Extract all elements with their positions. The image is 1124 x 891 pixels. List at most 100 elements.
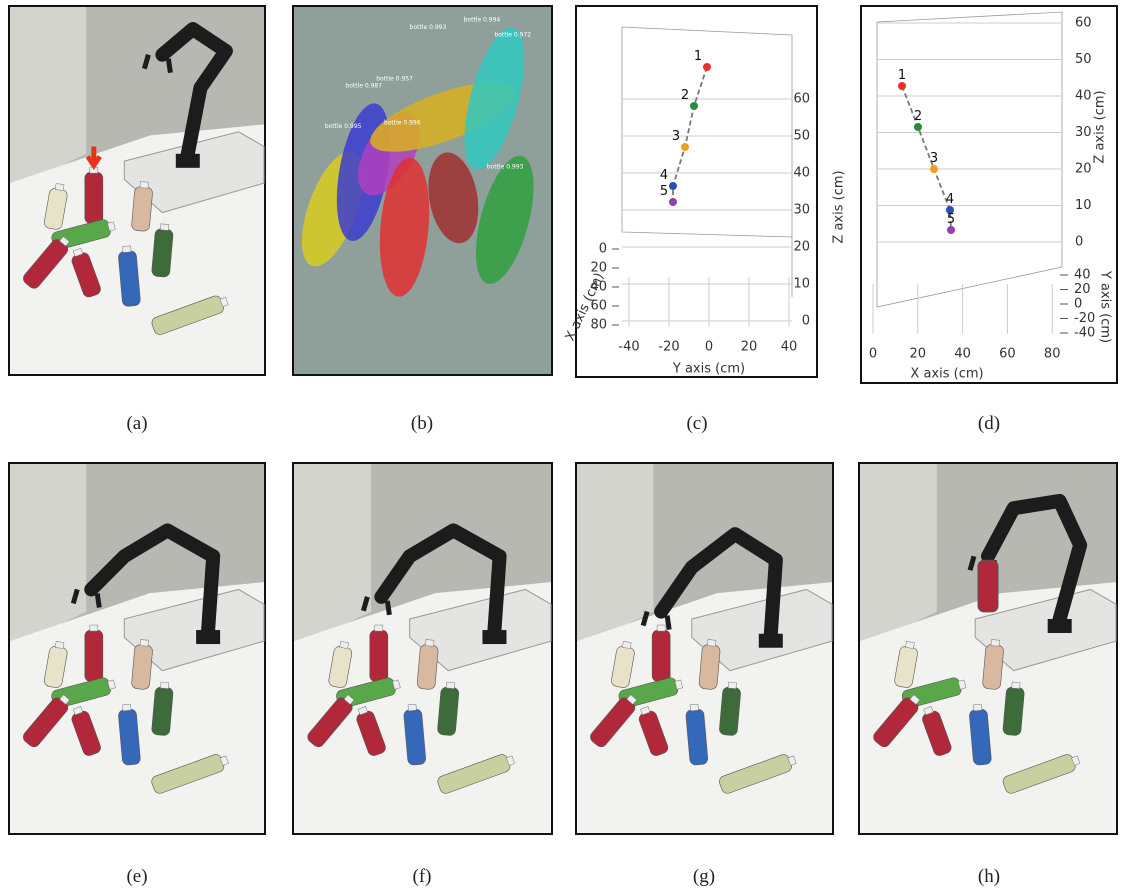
robot-foot — [482, 630, 506, 644]
bottle — [131, 186, 153, 231]
axis-label: X axis (cm) — [910, 367, 983, 382]
bottle — [699, 644, 721, 690]
bottle-cap — [55, 183, 64, 190]
bottle — [85, 630, 103, 682]
bottle-cap — [657, 625, 665, 631]
tick-label: 40 — [781, 340, 798, 355]
axes-box — [877, 12, 1062, 307]
bottle — [652, 630, 670, 682]
tick-label: 60 — [999, 347, 1016, 362]
bottle — [982, 644, 1004, 690]
segmentation-panel: bottle 0.995 bottle 0.987bottle 0.957 bott… — [292, 5, 553, 376]
mask-label: bottle 0.996 — [384, 119, 421, 126]
bottle-cap — [622, 641, 631, 648]
waypoint-label: 1 — [694, 49, 702, 64]
mask-label: bottle 0.993 — [410, 24, 447, 31]
bottle — [131, 644, 153, 690]
bottle — [417, 644, 439, 690]
bottle-cap — [160, 682, 168, 689]
plot-3d: -40-2002040Y axis (cm)0102030405060Z axi… — [577, 7, 816, 376]
photo-panel — [858, 462, 1118, 835]
tick-label: 0 — [1074, 297, 1082, 312]
tick-label: 10 — [793, 277, 810, 292]
tick-label: 0 — [802, 314, 810, 329]
photo-panel — [8, 5, 266, 376]
photo — [577, 464, 832, 833]
tick-label: 60 — [1075, 16, 1092, 31]
waypoint-label: 5 — [660, 184, 668, 199]
photo — [10, 464, 264, 833]
waypoint-label: 4 — [660, 168, 668, 183]
tick-label: 80 — [1044, 347, 1061, 362]
tick-label: -40 — [1074, 326, 1095, 341]
bottle-cap — [140, 640, 148, 647]
waypoint — [669, 198, 677, 206]
waypoint — [690, 102, 698, 110]
tick-label: 10 — [1075, 198, 1092, 213]
mask-label: bottle 0.995 — [325, 123, 362, 130]
bottle-cap — [707, 640, 715, 647]
robot-foot — [196, 630, 220, 644]
bottle — [1003, 687, 1025, 736]
bottle-cap — [55, 641, 64, 648]
trajectory — [902, 86, 951, 230]
plot-panel: 020406080X axis (cm)0102030405060Z axis … — [860, 5, 1118, 384]
waypoint — [669, 182, 677, 190]
bottle-cap — [446, 682, 454, 689]
robot-foot — [1048, 619, 1072, 633]
bottle — [151, 687, 173, 736]
photo — [294, 464, 551, 833]
tick-label: 20 — [1074, 282, 1091, 297]
bottle-cap — [375, 625, 383, 631]
waypoint-label: 3 — [930, 151, 938, 166]
photo-panel — [8, 462, 266, 835]
tick-label: 30 — [1075, 125, 1092, 140]
tick-label: 50 — [793, 129, 810, 144]
tick-label: 60 — [793, 92, 810, 107]
tick-label: 20 — [741, 340, 758, 355]
bottle-cap — [340, 641, 349, 648]
bottle-cap — [160, 224, 168, 231]
mask-label: bottle 0.957 — [376, 75, 413, 82]
bottle-cap — [973, 704, 981, 711]
bottle-cap — [140, 182, 148, 189]
tick-label: 20 — [910, 347, 927, 362]
caption: (g) — [664, 866, 744, 888]
tick-label: 40 — [1074, 268, 1091, 283]
waypoint — [930, 165, 938, 173]
waypoint-label: 2 — [681, 88, 689, 103]
caption: (d) — [949, 413, 1029, 435]
bottle-cap — [408, 704, 416, 711]
waypoint-label: 4 — [946, 192, 954, 207]
grasped-bottle — [978, 560, 998, 612]
tick-label: 20 — [793, 240, 810, 255]
photo-panel — [575, 462, 834, 835]
page: {"panels": [ {"label": "(a)"}, {"label":… — [0, 0, 1124, 891]
bottle-cap — [1012, 682, 1020, 689]
bottle-cap — [123, 704, 131, 711]
caption: (c) — [657, 413, 737, 435]
tick-label: 0 — [869, 347, 877, 362]
bottle — [437, 687, 459, 736]
caption: (b) — [382, 413, 462, 435]
tick-label: 40 — [954, 347, 971, 362]
bottle-cap — [425, 640, 433, 647]
waypoint — [703, 63, 711, 71]
caption: (a) — [97, 413, 177, 435]
bottle-cap — [905, 641, 914, 648]
waypoint-label: 2 — [914, 109, 922, 124]
axis-label: Y axis (cm) — [1098, 270, 1113, 343]
waypoint-label: 5 — [947, 212, 955, 227]
bottle — [370, 630, 388, 682]
mask-label: bottle 0.987 — [345, 83, 382, 90]
bottle-cap — [728, 682, 736, 689]
tick-label: -40 — [618, 340, 639, 355]
mask-label: bottle 0.993 — [487, 163, 524, 170]
bottle — [85, 172, 103, 223]
waypoint — [914, 123, 922, 131]
bottle — [151, 228, 173, 277]
photo-panel — [292, 462, 553, 835]
photo — [860, 464, 1116, 833]
caption: (e) — [97, 866, 177, 888]
waypoint — [947, 226, 955, 234]
